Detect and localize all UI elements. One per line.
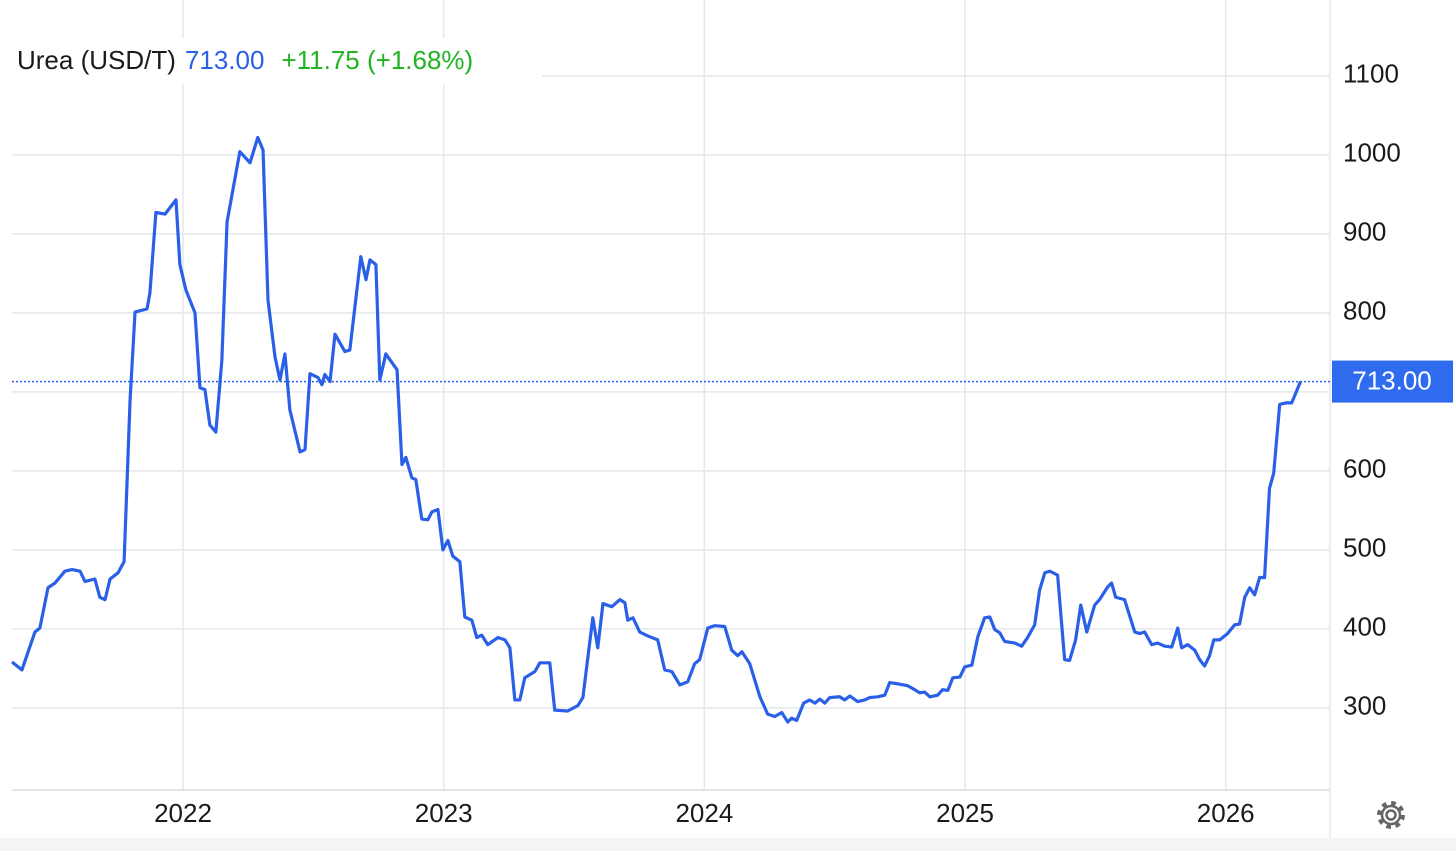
plot — [11, 135, 1330, 724]
x-tick-label: 2024 — [675, 798, 733, 828]
x-tick-label: 2023 — [415, 798, 473, 828]
grid — [12, 0, 1330, 790]
instrument-name: Urea (USD/T) — [17, 45, 176, 75]
y-tick-label: 600 — [1343, 454, 1386, 484]
y-tick-label: 900 — [1343, 217, 1386, 247]
y-tick-label: 300 — [1343, 691, 1386, 721]
price-line — [11, 135, 1303, 724]
price: 713.00 — [185, 45, 265, 75]
price-change: +11.75 (+1.68%) — [281, 45, 473, 75]
x-tick-label: 2025 — [936, 798, 994, 828]
y-tick-label: 800 — [1343, 296, 1386, 326]
current-price-label: 713.00 — [1352, 365, 1432, 395]
x-tick-label: 2022 — [154, 798, 212, 828]
y-tick-label: 400 — [1343, 612, 1386, 642]
title-background — [10, 38, 542, 84]
x-tick-label: 2026 — [1197, 798, 1255, 828]
y-tick-label: 1100 — [1343, 59, 1399, 89]
current-price-badge — [1332, 360, 1453, 403]
y-tick-label: 1000 — [1343, 138, 1401, 168]
y-tick-label: 500 — [1343, 533, 1386, 563]
settings-icon[interactable] — [1377, 801, 1405, 829]
footer-band — [0, 838, 1456, 851]
